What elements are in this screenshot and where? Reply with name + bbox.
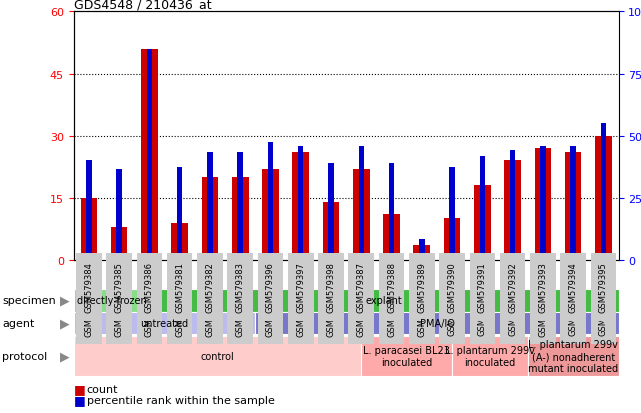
Bar [383,215,400,260]
Text: control: control [201,351,235,361]
Text: GSM579390: GSM579390 [447,285,456,336]
Text: GSM579394: GSM579394 [569,262,578,313]
Text: ■: ■ [74,382,85,396]
Bar [328,163,334,260]
Bar [358,147,364,260]
Text: L. plantarum 299v
inoculated: L. plantarum 299v inoculated [445,345,535,367]
Bar [565,153,581,260]
Text: GSM579386: GSM579386 [145,285,154,336]
Bar [322,202,339,260]
Bar [298,147,303,260]
Text: ▶: ▶ [60,317,69,330]
Text: directly frozen: directly frozen [77,295,146,306]
Text: GSM579384: GSM579384 [85,285,94,336]
Bar [207,153,213,260]
Bar [117,169,122,260]
Bar [389,163,394,260]
Text: GSM579394: GSM579394 [569,285,578,336]
Text: GSM579386: GSM579386 [145,262,154,313]
Text: GSM579397: GSM579397 [296,262,305,313]
Text: GSM579385: GSM579385 [115,262,124,313]
Text: ■: ■ [74,393,85,406]
Text: GSM579392: GSM579392 [508,285,517,336]
Text: GSM579395: GSM579395 [599,285,608,336]
Bar [237,153,243,260]
Text: untreated: untreated [140,318,188,328]
Bar [570,147,576,260]
Text: ▶: ▶ [60,350,69,363]
Text: GSM579388: GSM579388 [387,285,396,336]
Text: GSM579391: GSM579391 [478,262,487,313]
Bar [268,142,273,260]
Text: GSM579397: GSM579397 [296,285,305,336]
Text: GSM579393: GSM579393 [538,285,547,336]
Text: count: count [87,384,118,394]
Text: GSM579396: GSM579396 [266,262,275,313]
Bar [147,50,152,260]
Bar [540,147,545,260]
Bar [413,246,430,260]
Text: GSM579382: GSM579382 [205,285,215,336]
Text: L. plantarum 299v
(A-) nonadherent
mutant inoculated: L. plantarum 299v (A-) nonadherent mutan… [528,339,618,373]
Bar [601,124,606,260]
Text: L. paracasei BL23
inoculated: L. paracasei BL23 inoculated [363,345,450,367]
Bar [177,167,183,260]
Text: GSM579398: GSM579398 [326,285,335,336]
Bar [262,169,279,260]
Bar [444,219,460,260]
Text: explant: explant [365,295,403,306]
Bar [86,161,92,260]
Bar [141,50,158,260]
Text: GSM579382: GSM579382 [205,262,215,313]
Text: GSM579398: GSM579398 [326,262,335,313]
Text: GSM579391: GSM579391 [478,285,487,336]
Bar [353,169,370,260]
Text: GSM579395: GSM579395 [599,262,608,313]
Text: GSM579388: GSM579388 [387,262,396,313]
Text: GDS4548 / 210436_at: GDS4548 / 210436_at [74,0,212,11]
Text: GSM579396: GSM579396 [266,285,275,336]
Text: GSM579385: GSM579385 [115,285,124,336]
Bar [510,151,515,260]
Text: GSM579392: GSM579392 [508,262,517,313]
Text: GSM579383: GSM579383 [236,285,245,336]
Text: agent: agent [2,318,35,328]
Bar [595,136,612,260]
Text: protocol: protocol [2,351,47,361]
Text: GSM579393: GSM579393 [538,262,547,313]
Text: GSM579381: GSM579381 [175,262,184,313]
Bar [202,178,218,260]
Bar [171,223,188,260]
Text: GSM579381: GSM579381 [175,285,184,336]
Text: GSM579383: GSM579383 [236,262,245,313]
Bar [81,198,97,260]
Text: GSM579384: GSM579384 [85,262,94,313]
Bar [449,167,455,260]
Text: GSM579389: GSM579389 [417,285,426,336]
Bar [474,186,490,260]
Bar [535,149,551,260]
Text: ▶: ▶ [60,294,69,307]
Text: specimen: specimen [2,295,56,306]
Text: percentile rank within the sample: percentile rank within the sample [87,395,274,405]
Bar [111,227,128,260]
Text: PMA/IO: PMA/IO [419,318,454,328]
Text: GSM579389: GSM579389 [417,262,426,313]
Bar [232,178,249,260]
Text: GSM579387: GSM579387 [357,285,366,336]
Bar [419,240,424,260]
Bar [479,157,485,260]
Bar [504,161,521,260]
Bar [292,153,309,260]
Text: GSM579387: GSM579387 [357,262,366,313]
Text: GSM579390: GSM579390 [447,262,456,313]
